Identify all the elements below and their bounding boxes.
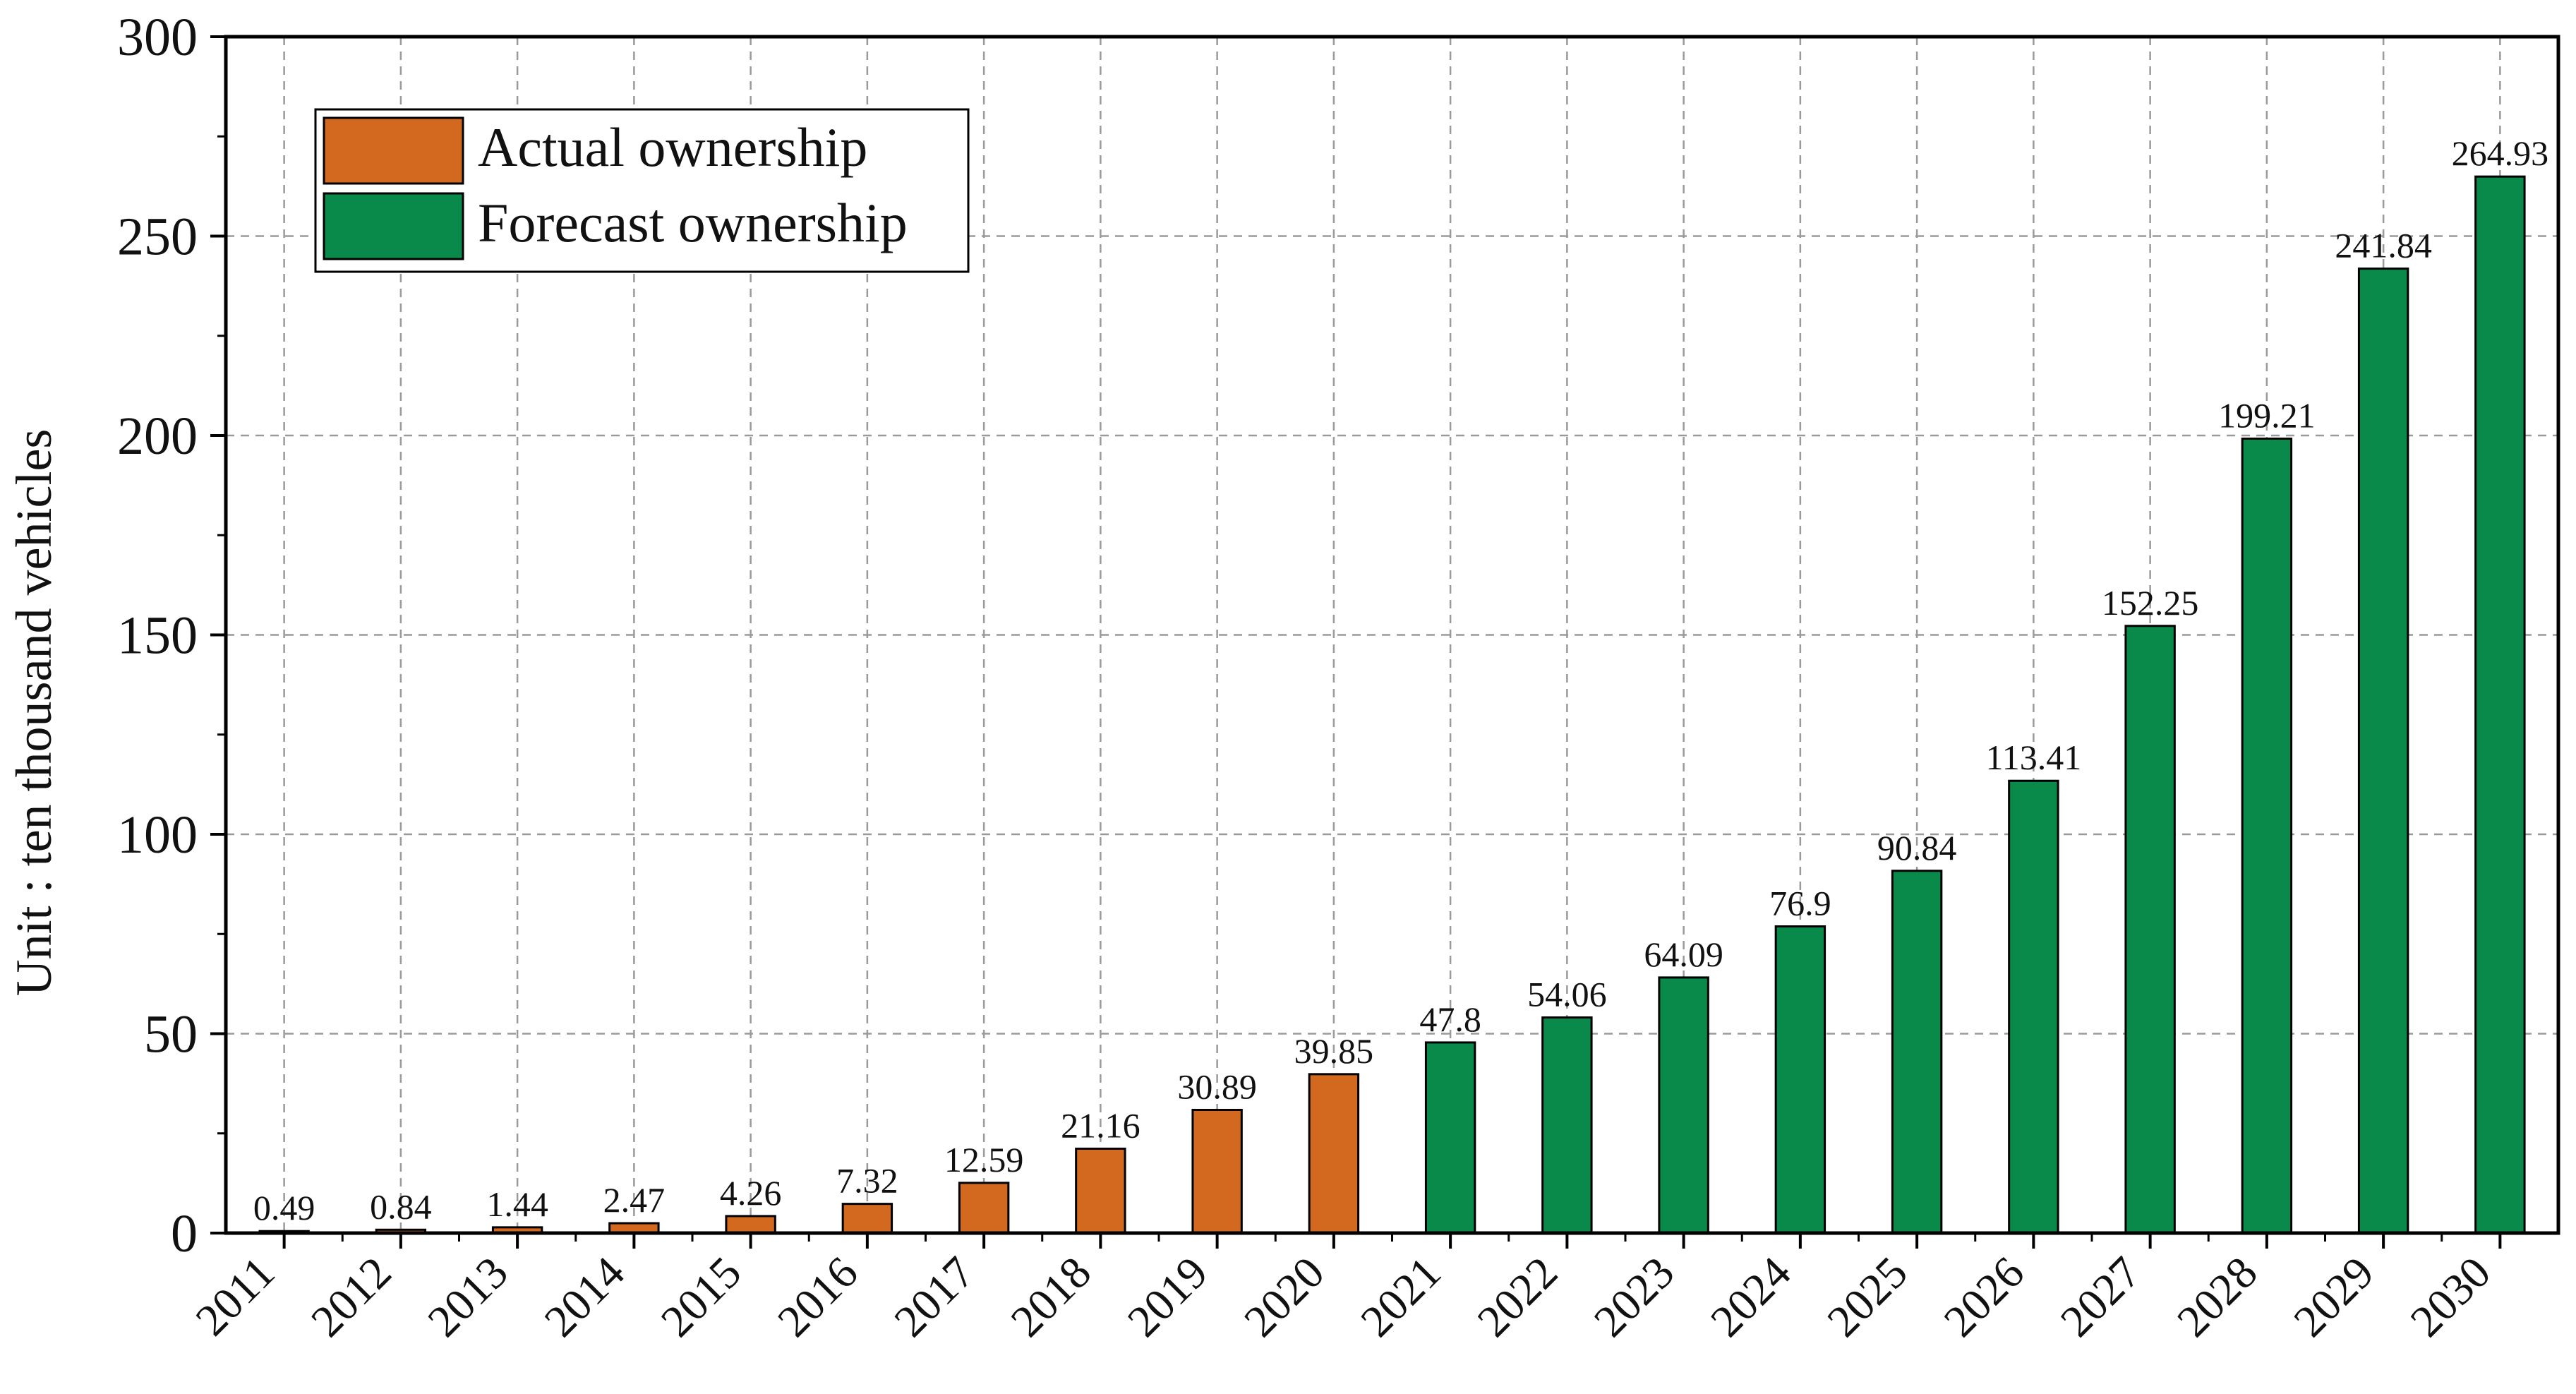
legend-label-actual: Actual ownership [478, 116, 867, 178]
data-label-2030: 264.93 [2452, 133, 2549, 173]
data-label-2019: 30.89 [1177, 1066, 1257, 1106]
data-label-2029: 241.84 [2335, 226, 2432, 265]
y-axis-title: Unit : ten thousand vehicles [6, 429, 62, 997]
bar-2025 [1891, 870, 1943, 1234]
bar-2018 [1075, 1147, 1126, 1234]
y-tick-label: 50 [144, 1005, 198, 1064]
data-label-2023: 64.09 [1644, 935, 1723, 974]
legend: Actual ownership Forecast ownership [314, 108, 970, 273]
bar-2024 [1774, 925, 1826, 1234]
data-label-2025: 90.84 [1877, 828, 1957, 867]
bar-2029 [2357, 268, 2409, 1234]
data-label-2028: 199.21 [2218, 395, 2316, 435]
data-label-2016: 7.32 [836, 1161, 898, 1201]
bar-2016 [841, 1203, 893, 1234]
data-label-2022: 54.06 [1527, 975, 1607, 1014]
bar-2030 [2474, 175, 2526, 1234]
y-tick-label: 250 [117, 208, 198, 267]
bars [258, 175, 2526, 1234]
bar-2020 [1308, 1073, 1360, 1234]
y-tick-label: 200 [117, 407, 198, 466]
bar-2019 [1191, 1108, 1243, 1234]
y-tick-label: 150 [117, 606, 198, 666]
data-label-2026: 113.41 [1986, 738, 2082, 777]
data-label-2020: 39.85 [1294, 1031, 1374, 1071]
legend-swatch-forecast [323, 192, 464, 260]
data-label-2027: 152.25 [2102, 583, 2199, 623]
data-label-2013: 1.44 [486, 1184, 548, 1224]
y-axis-ticks: 0 50 100 150 200 250 300 [117, 8, 226, 1263]
data-label-2021: 47.8 [1419, 999, 1481, 1039]
bar-2026 [2008, 779, 2059, 1234]
data-label-2015: 4.26 [720, 1173, 782, 1213]
legend-label-forecast: Forecast ownership [478, 192, 908, 253]
data-labels: 0.49 0.84 1.44 2.47 4.26 7.32 12.59 21.16 30.89 3… [253, 133, 2548, 1227]
data-label-2014: 2.47 [603, 1180, 666, 1220]
bar-2028 [2241, 437, 2293, 1234]
y-tick-label: 100 [117, 805, 198, 865]
bar-2015 [725, 1215, 776, 1234]
data-label-2024: 76.9 [1769, 884, 1831, 923]
bar-2021 [1424, 1041, 1476, 1234]
data-label-2011: 0.49 [253, 1188, 315, 1227]
y-tick-label: 0 [171, 1204, 198, 1263]
data-label-2018: 21.16 [1061, 1105, 1140, 1145]
bar-2023 [1658, 976, 1709, 1234]
bar-2017 [958, 1182, 1010, 1234]
legend-swatch-actual [323, 116, 464, 185]
data-label-2012: 0.84 [370, 1186, 432, 1226]
bar-2027 [2124, 625, 2176, 1234]
bar-2022 [1541, 1016, 1593, 1234]
data-label-2017: 12.59 [944, 1140, 1024, 1179]
y-tick-label: 300 [117, 8, 198, 67]
